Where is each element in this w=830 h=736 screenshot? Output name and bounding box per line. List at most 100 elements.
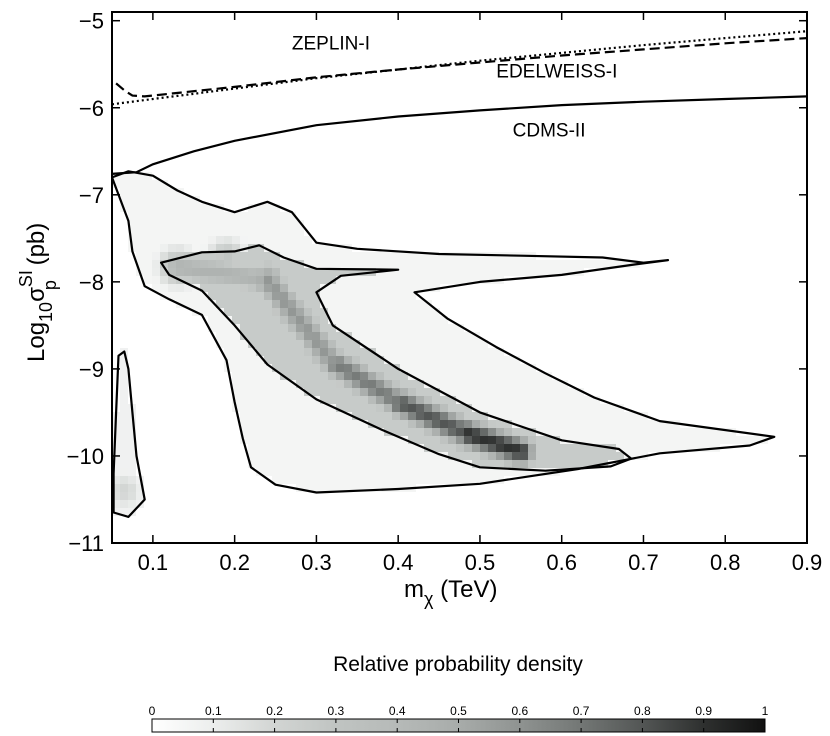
density-cell	[424, 324, 432, 332]
density-cell	[480, 340, 488, 348]
density-cell	[336, 276, 344, 284]
density-cell	[472, 276, 480, 284]
density-cell	[296, 412, 304, 420]
density-cell	[360, 268, 368, 276]
density-cell	[520, 468, 528, 476]
density-cell	[256, 404, 264, 412]
density-cell	[448, 428, 456, 436]
density-cell	[216, 284, 224, 292]
density-cell	[376, 420, 384, 428]
density-cell	[464, 420, 472, 428]
density-cell	[584, 460, 592, 468]
density-cell	[520, 380, 528, 388]
density-cell	[576, 428, 584, 436]
density-cell	[336, 428, 344, 436]
density-cell	[320, 412, 328, 420]
density-cell	[288, 252, 296, 260]
density-cell	[408, 476, 416, 484]
density-cell	[384, 380, 392, 388]
density-cell	[280, 228, 288, 236]
density-cell	[400, 324, 408, 332]
density-cell	[208, 252, 216, 260]
density-cell	[464, 348, 472, 356]
density-cell	[584, 396, 592, 404]
density-cell	[632, 428, 640, 436]
density-cell	[112, 180, 120, 188]
density-cell	[432, 340, 440, 348]
density-cell	[616, 412, 624, 420]
density-cell	[344, 300, 352, 308]
density-cell	[112, 508, 120, 516]
density-cell	[392, 428, 400, 436]
density-cell	[504, 404, 512, 412]
density-cell	[384, 468, 392, 476]
density-cell	[304, 260, 312, 268]
density-cell	[416, 436, 424, 444]
limit-curve-zeplin-i	[112, 30, 807, 106]
density-cell	[184, 260, 192, 268]
density-cell	[296, 276, 304, 284]
density-cell	[536, 260, 544, 268]
density-cell	[304, 396, 312, 404]
density-cell	[248, 316, 256, 324]
density-cell	[400, 444, 408, 452]
density-cell	[504, 388, 512, 396]
y-axis-title: Log10σSI p (pb)	[16, 223, 60, 362]
density-cell	[248, 292, 256, 300]
density-cell	[448, 436, 456, 444]
density-cell	[488, 404, 496, 412]
density-cell	[296, 316, 304, 324]
density-cell	[312, 452, 320, 460]
density-cell	[248, 356, 256, 364]
density-cell	[192, 292, 200, 300]
density-cell	[192, 212, 200, 220]
density-cell	[152, 236, 160, 244]
density-cell	[392, 332, 400, 340]
density-cell	[480, 404, 488, 412]
density-cell	[224, 252, 232, 260]
density-cell	[512, 364, 520, 372]
density-cell	[488, 372, 496, 380]
density-cell	[488, 420, 496, 428]
density-cell	[456, 268, 464, 276]
density-cell	[264, 380, 272, 388]
density-cell	[344, 252, 352, 260]
density-cell	[424, 340, 432, 348]
density-cell	[488, 428, 496, 436]
colorbar-tick-label: 0.5	[450, 704, 467, 718]
density-cell	[504, 412, 512, 420]
density-cell	[264, 212, 272, 220]
density-cell	[128, 188, 136, 196]
density-cell	[256, 268, 264, 276]
density-heatmap	[112, 172, 768, 516]
density-cell	[384, 292, 392, 300]
density-cell	[368, 396, 376, 404]
density-cell	[504, 372, 512, 380]
density-cell	[336, 452, 344, 460]
density-cell	[376, 484, 384, 492]
density-cell	[552, 268, 560, 276]
density-cell	[328, 460, 336, 468]
density-cell	[600, 420, 608, 428]
density-cell	[224, 316, 232, 324]
density-cell	[440, 372, 448, 380]
density-cell	[384, 404, 392, 412]
density-cell	[440, 316, 448, 324]
density-cell	[576, 404, 584, 412]
density-cell	[296, 356, 304, 364]
density-cell	[416, 348, 424, 356]
density-cell	[368, 356, 376, 364]
density-cell	[120, 484, 128, 492]
density-cell	[408, 388, 416, 396]
density-cell	[600, 452, 608, 460]
density-cell	[488, 452, 496, 460]
density-cell	[288, 364, 296, 372]
density-cell	[184, 204, 192, 212]
density-cell	[320, 292, 328, 300]
density-cell	[296, 268, 304, 276]
density-cell	[672, 436, 680, 444]
density-cell	[552, 460, 560, 468]
density-cell	[400, 452, 408, 460]
density-cell	[360, 372, 368, 380]
density-cell	[448, 348, 456, 356]
